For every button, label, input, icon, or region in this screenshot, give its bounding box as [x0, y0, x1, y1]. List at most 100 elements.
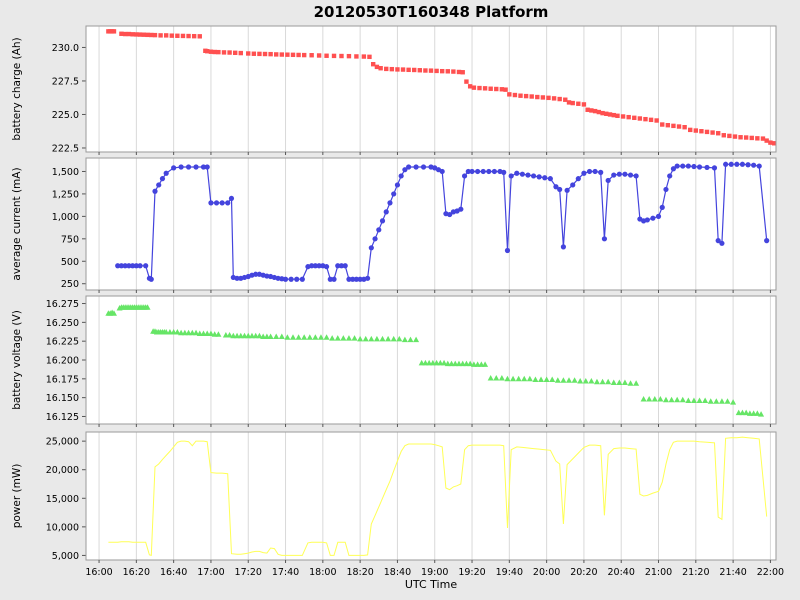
square-marker	[296, 52, 301, 58]
y-tick-label: 16.275	[46, 299, 79, 310]
x-tick-label: 17:00	[197, 567, 224, 578]
square-marker	[604, 111, 609, 116]
circle-marker	[739, 161, 746, 167]
square-marker	[523, 93, 529, 99]
triangle-marker	[707, 398, 714, 404]
triangle-marker	[482, 361, 489, 367]
circle-marker	[288, 276, 294, 282]
circle-marker	[439, 168, 445, 175]
circle-marker	[394, 182, 401, 188]
x-tick-label: 17:40	[272, 567, 299, 578]
square-marker	[581, 102, 587, 107]
square-marker	[743, 135, 749, 140]
circle-marker	[575, 176, 581, 182]
triangle-marker	[401, 336, 408, 343]
y-tick-label: 10,000	[46, 522, 79, 533]
triangle-marker	[290, 334, 296, 340]
square-marker	[732, 134, 738, 139]
square-marker	[439, 68, 445, 74]
circle-marker	[458, 206, 464, 212]
circle-marker	[475, 168, 481, 175]
x-tick-label: 19:20	[458, 567, 485, 578]
triangle-marker	[538, 376, 545, 382]
triangle-marker	[616, 379, 623, 385]
square-marker	[238, 50, 243, 56]
panel-battery-voltage: 16.125 16.150 16.175 16.200 16.225 16.250 16.2…	[11, 295, 777, 427]
triangle-marker	[674, 396, 681, 403]
square-marker	[389, 66, 395, 72]
circle-marker	[309, 263, 315, 269]
square-marker	[361, 54, 367, 59]
circle-marker	[581, 170, 587, 176]
circle-marker	[601, 236, 608, 242]
circle-marker	[616, 171, 622, 177]
square-marker	[158, 33, 163, 38]
circle-marker	[723, 161, 729, 167]
circle-marker	[711, 165, 718, 171]
square-marker	[339, 53, 344, 59]
triangle-marker	[662, 396, 669, 403]
circle-marker	[228, 195, 235, 202]
triangle-marker	[582, 377, 589, 384]
plot-frame	[85, 431, 777, 561]
triangle-marker	[515, 375, 522, 382]
triangle-marker	[651, 396, 658, 402]
circle-marker	[338, 263, 345, 269]
x-tick-label: 20:40	[608, 567, 635, 578]
square-marker	[262, 51, 268, 57]
circle-marker	[219, 200, 225, 206]
circle-marker	[200, 164, 207, 170]
circle-marker	[461, 173, 468, 179]
square-marker	[611, 112, 616, 118]
circle-marker	[719, 240, 725, 246]
square-marker	[221, 50, 227, 55]
triangle-marker	[646, 396, 653, 402]
square-marker	[699, 129, 704, 134]
y-tick-label: 750	[61, 234, 79, 245]
square-marker	[149, 32, 154, 38]
square-marker	[637, 116, 643, 121]
circle-marker	[659, 204, 665, 210]
circle-marker	[171, 165, 177, 171]
circle-marker	[650, 215, 656, 221]
square-marker	[682, 125, 687, 130]
triangle-marker	[504, 375, 511, 382]
triangle-marker	[267, 333, 274, 340]
triangle-marker	[193, 329, 200, 336]
square-marker	[130, 32, 135, 37]
circle-marker	[185, 164, 192, 170]
triangle-marker	[413, 336, 420, 343]
circle-marker	[122, 263, 128, 269]
square-marker	[180, 33, 186, 39]
triangle-marker	[521, 375, 528, 382]
square-marker	[494, 86, 499, 92]
square-marker	[186, 33, 191, 39]
triangle-marker	[640, 396, 647, 402]
square-marker	[626, 114, 631, 120]
circle-marker	[118, 263, 125, 269]
plot-area	[86, 432, 776, 560]
circle-marker	[163, 170, 169, 176]
square-marker	[471, 85, 477, 90]
square-marker	[134, 32, 139, 37]
square-marker	[163, 33, 169, 38]
triangle-marker	[730, 399, 737, 405]
triangle-marker	[696, 397, 703, 404]
circle-marker	[633, 173, 639, 179]
circle-marker	[704, 164, 710, 171]
square-marker	[126, 31, 132, 37]
square-marker	[434, 68, 439, 74]
square-marker	[384, 66, 389, 72]
triangle-marker	[743, 409, 750, 416]
circle-marker	[376, 227, 382, 233]
panel-average-current: 250 500 750 1,000 1,250 1,500 average current …	[11, 157, 777, 293]
triangle-marker	[690, 397, 697, 404]
square-marker	[406, 67, 411, 73]
circle-marker	[553, 184, 559, 190]
circle-marker	[133, 263, 139, 269]
square-marker	[354, 54, 359, 59]
y-tick-label: 1,000	[52, 212, 79, 223]
square-marker	[423, 68, 428, 73]
square-marker	[615, 113, 620, 119]
